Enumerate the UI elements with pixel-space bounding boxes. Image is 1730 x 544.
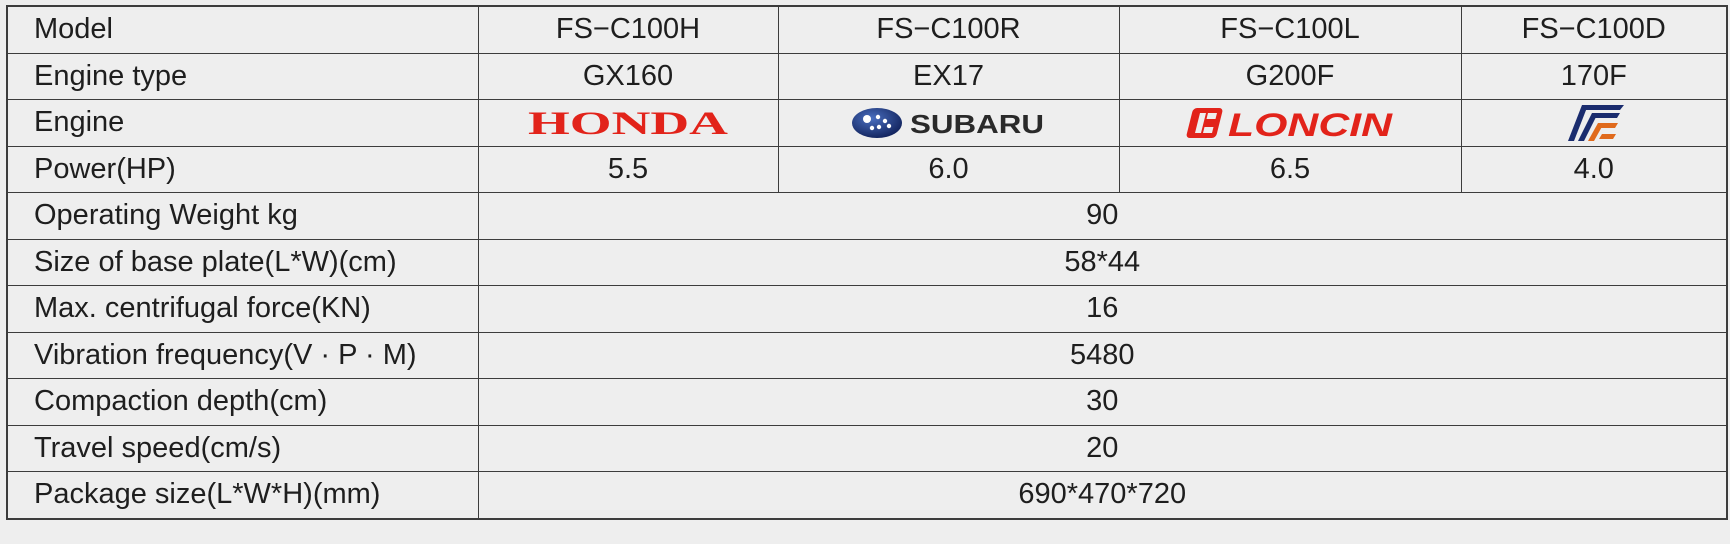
row-label: Vibration frequency(V · P · M)	[6, 331, 479, 379]
engine-logo-cell: HONDA	[477, 99, 779, 147]
shared-value-cell: 20	[477, 424, 1728, 472]
shared-value-cell: 5480	[477, 331, 1728, 379]
row-engine: Engine HONDA	[6, 99, 1728, 147]
power-cell: 6.0	[777, 145, 1120, 193]
row-label: Engine	[6, 99, 479, 147]
model-cell: FS−C100L	[1118, 5, 1462, 54]
engine-type-cell: G200F	[1118, 52, 1462, 100]
row-model: Model FS−C100H FS−C100R FS−C100L FS−C100…	[6, 5, 1728, 54]
row-label: Package size(L*W*H)(mm)	[6, 471, 479, 519]
row-power: Power(HP) 5.5 6.0 6.5 4.0	[6, 145, 1728, 193]
engine-logo-cell	[1460, 99, 1728, 147]
row-engine-type: Engine type GX160 EX17 G200F 170F	[6, 52, 1728, 100]
shared-value-cell: 90	[477, 192, 1728, 240]
subaru-logo: SUBARU	[851, 107, 1044, 139]
row-label: Operating Weight kg	[6, 192, 479, 240]
model-cell: FS−C100R	[777, 5, 1120, 54]
row-package-size: Package size(L*W*H)(mm) 690*470*720	[6, 471, 1728, 519]
spec-table: Model FS−C100H FS−C100R FS−C100L FS−C100…	[6, 5, 1728, 520]
shared-value-cell: 58*44	[477, 238, 1728, 286]
shared-value-cell: 16	[477, 285, 1728, 333]
row-centrifugal-force: Max. centrifugal force(KN) 16	[6, 285, 1728, 333]
subaru-logo-text: SUBARU	[910, 109, 1044, 139]
power-cell: 5.5	[477, 145, 779, 193]
row-label: Power(HP)	[6, 145, 479, 193]
row-vibration-frequency: Vibration frequency(V · P · M) 5480	[6, 331, 1728, 379]
engine-type-cell: 170F	[1460, 52, 1728, 100]
loncin-logo: LONCIN	[1186, 107, 1393, 141]
model-cell: FS−C100D	[1460, 5, 1728, 54]
row-travel-speed: Travel speed(cm/s) 20	[6, 424, 1728, 472]
engine-logo-cell: LONCIN	[1118, 99, 1462, 147]
row-label: Max. centrifugal force(KN)	[6, 285, 479, 333]
row-label: Engine type	[6, 52, 479, 100]
model-cell: FS−C100H	[477, 5, 779, 54]
honda-logo-text: HONDA	[528, 106, 728, 140]
shared-value-cell: 690*470*720	[477, 471, 1728, 519]
row-operating-weight: Operating Weight kg 90	[6, 192, 1728, 240]
honda-logo: HONDA	[528, 106, 728, 140]
engine-type-cell: GX160	[477, 52, 779, 100]
loncin-logo-text: LONCIN	[1228, 107, 1393, 141]
power-cell: 6.5	[1118, 145, 1462, 193]
shared-value-cell: 30	[477, 378, 1728, 426]
row-label: Model	[6, 5, 479, 54]
stylized-f-logo	[1567, 104, 1624, 141]
row-base-plate-size: Size of base plate(L*W)(cm) 58*44	[6, 238, 1728, 286]
subaru-oval-icon	[851, 107, 902, 138]
engine-logo-cell: SUBARU	[777, 99, 1120, 147]
row-label: Travel speed(cm/s)	[6, 424, 479, 472]
engine-type-cell: EX17	[777, 52, 1120, 100]
row-label: Size of base plate(L*W)(cm)	[6, 238, 479, 286]
row-compaction-depth: Compaction depth(cm) 30	[6, 378, 1728, 426]
row-label: Compaction depth(cm)	[6, 378, 479, 426]
power-cell: 4.0	[1460, 145, 1728, 193]
